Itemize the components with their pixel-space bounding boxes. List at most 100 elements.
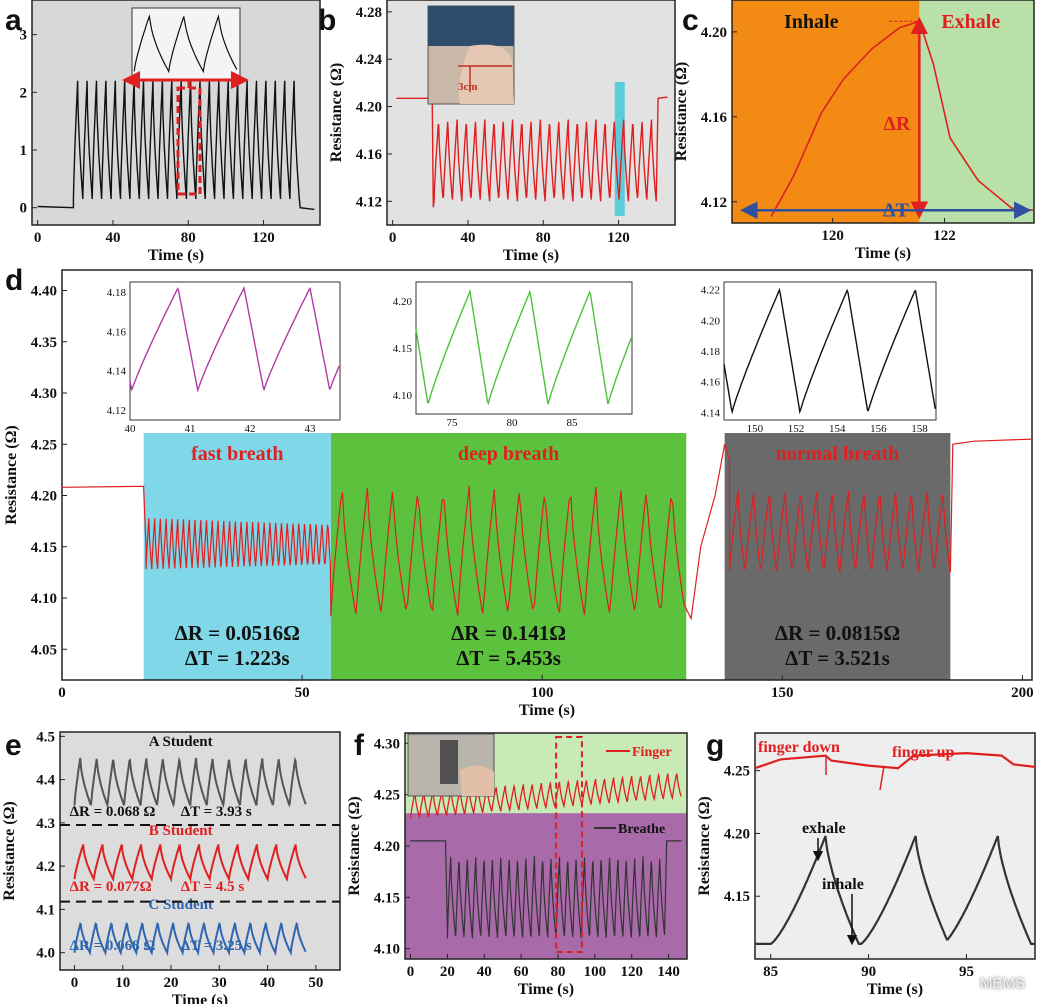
- y-tick-label: 4.16: [701, 110, 728, 126]
- inset-y-tick: 4.15: [393, 343, 413, 355]
- y-tick-label: 4.15: [31, 540, 57, 556]
- inset-x-tick: 43: [305, 423, 317, 435]
- panel-label-d: d: [5, 264, 23, 297]
- plot-frame: [754, 732, 1036, 960]
- x-tick-label: 50: [295, 685, 310, 701]
- panel-g-axes: 85 90 95 4.15 4.20 4.25 Time (s) Resistance (Ω)…: [696, 732, 1036, 998]
- y-tick-label: 4.30: [374, 736, 400, 752]
- x-tick-label: 120: [252, 230, 275, 246]
- y-tick-label: 4.05: [31, 642, 57, 658]
- panel-label-b: b: [318, 4, 336, 37]
- y-tick-label: 4.1: [36, 902, 55, 918]
- series-name: A Student: [149, 734, 213, 750]
- y-tick-label: 4.25: [724, 764, 750, 780]
- y-axis-label: Resistance (Ω): [673, 62, 690, 161]
- y-axis-label: Resistance (Ω): [696, 796, 713, 895]
- region-label-inhale: Inhale: [784, 11, 839, 33]
- inset-frame: [415, 281, 633, 415]
- region-label: deep breath: [458, 443, 559, 465]
- delta-r-label: ΔR: [883, 113, 911, 135]
- x-tick-label: 0: [34, 230, 42, 246]
- delta-t-text: ΔT = 3.521s: [785, 646, 890, 670]
- inset-y-tick: 4.16: [701, 377, 721, 389]
- plot-frame: [61, 269, 1033, 681]
- panel-label-f: f: [354, 729, 365, 762]
- y-tick-label: 4.5: [36, 729, 55, 745]
- panel-g-background: [755, 733, 1035, 959]
- photo-skin: [458, 44, 514, 104]
- x-axis-label: Time (s): [867, 981, 923, 998]
- inset-chart: 40 41 42 43 4.12 4.14 4.16 4.18: [107, 281, 341, 435]
- panel-label-c: c: [682, 4, 699, 37]
- inset-y-tick: 4.10: [393, 390, 413, 402]
- x-axis-label: Time (s): [519, 702, 575, 719]
- x-tick-label: 50: [308, 975, 323, 991]
- series-line: [396, 96, 668, 208]
- y-tick-label: 4.40: [31, 284, 57, 300]
- inset-series-line: [723, 287, 936, 415]
- y-tick-label: 4.20: [356, 100, 382, 116]
- panel-f-axes: 0 20 40 60 80 100 120 140 4.10 4.15 4.20 4.25 4.30 Ti…: [346, 732, 688, 998]
- panel-label-e: e: [5, 729, 22, 762]
- x-tick-label: 0: [58, 685, 66, 701]
- x-tick-label: 140: [657, 964, 680, 980]
- breath-series-line: [755, 835, 1035, 945]
- x-tick-label: 40: [477, 964, 492, 980]
- panel-label-g: g: [706, 729, 724, 762]
- delta-t-text: ΔT = 3.25 s: [181, 938, 252, 954]
- inset-x-tick: 41: [185, 423, 196, 435]
- delta-t-text: ΔT = 4.5 s: [181, 879, 245, 895]
- series-name: C Student: [148, 897, 213, 913]
- legend-label: Breathe: [618, 822, 665, 837]
- annotation: finger down: [758, 739, 840, 756]
- annotation: finger up: [892, 744, 954, 761]
- inset-x-tick: 158: [911, 423, 928, 435]
- y-tick-label: 4.15: [724, 889, 750, 905]
- finger-series-line: [754, 751, 1036, 770]
- inset-y-tick: 4.12: [107, 405, 126, 417]
- x-tick-label: 85: [763, 964, 778, 980]
- x-tick-label: 40: [460, 230, 475, 246]
- y-tick-label: 4.12: [701, 195, 727, 211]
- photo-distance-label: 3cm: [458, 81, 478, 93]
- inset-y-tick: 4.20: [701, 315, 721, 327]
- y-tick-label: 4.4: [36, 773, 55, 789]
- panel-c-axes: 120 122 4.12 4.16 4.20 Time (s) Resistance (Ω)…: [673, 0, 1035, 262]
- x-tick-label: 120: [607, 230, 630, 246]
- y-tick-label: 4.20: [31, 489, 57, 505]
- y-tick-label: 4.20: [724, 826, 750, 842]
- inset-x-tick: 85: [567, 417, 579, 429]
- y-tick-label: 3: [20, 28, 28, 44]
- inset-chart: 75 80 85 4.10 4.15 4.20: [393, 281, 633, 429]
- inset-series-line: [129, 285, 340, 393]
- delta-t-text: ΔT = 1.223s: [185, 646, 290, 670]
- series-line: [770, 20, 1035, 217]
- panel-d-axes: 0 50 100 150 200 4.05 4.10 4.15 4.20 4.25 4.30 4.35…: [3, 269, 1034, 719]
- series-name: B Student: [149, 823, 213, 839]
- watermark: MEMS: [980, 975, 1025, 992]
- y-tick-label: 4.10: [374, 942, 400, 958]
- inset-x-tick: 152: [788, 423, 805, 435]
- x-tick-label: 200: [1011, 685, 1034, 701]
- inset-x-tick: 40: [125, 423, 137, 435]
- annotation: exhale: [802, 820, 846, 837]
- y-tick-label: 4.30: [31, 386, 57, 402]
- x-axis-label: Time (s): [855, 245, 911, 262]
- x-tick-label: 90: [861, 964, 876, 980]
- annotation-pointer: [879, 765, 885, 791]
- inset-x-tick: 154: [829, 423, 846, 435]
- inset-wave: [133, 14, 238, 74]
- y-tick-label: 2: [20, 85, 28, 101]
- y-tick-label: 1: [20, 143, 28, 159]
- y-tick-label: 4.24: [356, 52, 383, 68]
- plot-frame: [59, 731, 341, 971]
- x-tick-label: 150: [771, 685, 794, 701]
- inset-y-tick: 4.16: [107, 326, 127, 338]
- x-axis-label: Time (s): [172, 992, 228, 1004]
- y-tick-label: 4.2: [36, 859, 55, 875]
- y-tick-label: 4.16: [356, 147, 383, 163]
- x-tick-label: 20: [440, 964, 455, 980]
- y-tick-label: 4.25: [374, 788, 400, 804]
- delta-r-text: ΔR = 0.068 Ω: [70, 804, 156, 820]
- delta-r-text: ΔR = 0.141Ω: [451, 621, 566, 645]
